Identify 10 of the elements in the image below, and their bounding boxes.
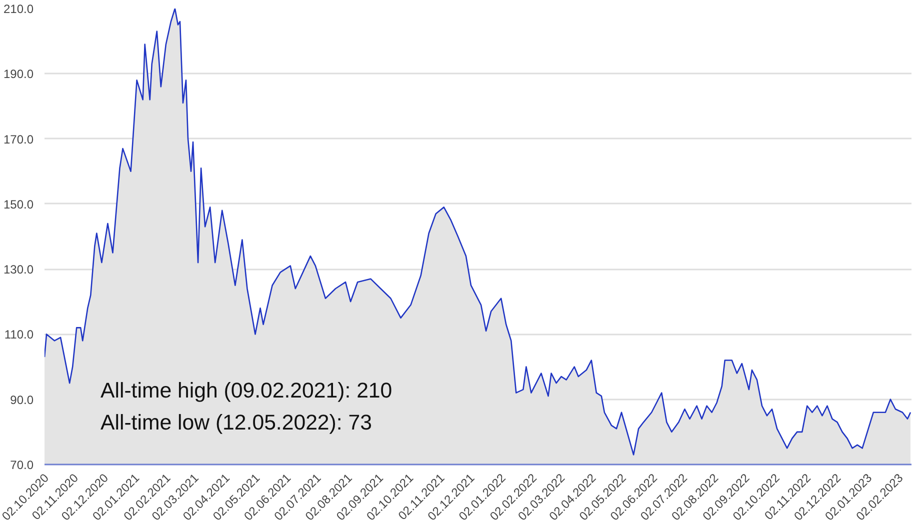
y-tick-label: 210.0: [3, 2, 34, 16]
annotation: All-time high (09.02.2021): 210: [100, 378, 392, 402]
y-tick-label: 130.0: [3, 262, 34, 277]
y-tick-label: 110.0: [4, 328, 34, 342]
y-tick-label: 90.0: [10, 392, 34, 407]
y-tick-label: 170.0: [3, 132, 34, 146]
annotation: All-time low (12.05.2022): 73: [100, 410, 372, 434]
y-tick-label: 70.0: [10, 458, 34, 472]
y-tick-label: 190.0: [3, 67, 34, 82]
y-tick-label: 150.0: [3, 197, 34, 212]
